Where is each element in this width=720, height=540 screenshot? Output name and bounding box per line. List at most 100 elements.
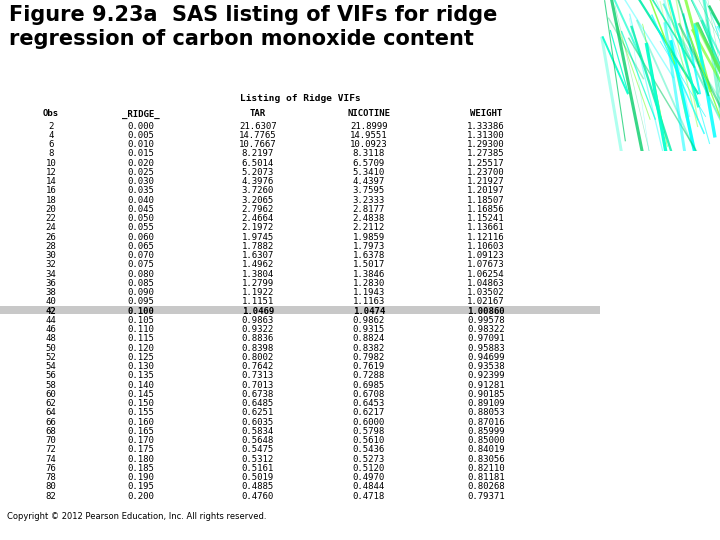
Text: 1.2830: 1.2830 [353,279,385,288]
Text: 80: 80 [45,482,56,491]
Text: 1.1163: 1.1163 [353,298,385,306]
Text: 1.09123: 1.09123 [467,251,505,260]
Text: 0.155: 0.155 [127,408,154,417]
Text: 1.13661: 1.13661 [467,224,505,232]
Text: 0.90185: 0.90185 [467,390,505,399]
Text: 0.9315: 0.9315 [353,325,385,334]
Text: Obs: Obs [43,110,59,118]
Text: 0.7013: 0.7013 [242,381,274,390]
Text: 0.010: 0.010 [127,140,154,149]
Text: 4: 4 [48,131,54,140]
Text: 78: 78 [45,473,56,482]
Text: 28: 28 [45,242,56,251]
Text: 52: 52 [45,353,56,362]
Text: 0.5312: 0.5312 [242,455,274,464]
Text: 0.100: 0.100 [127,307,154,316]
Text: 1.18507: 1.18507 [467,195,505,205]
Text: 2.4664: 2.4664 [242,214,274,223]
Text: 1.33386: 1.33386 [467,122,505,131]
Text: 0.9862: 0.9862 [353,316,385,325]
Text: 1.6307: 1.6307 [242,251,274,260]
Text: 0.195: 0.195 [127,482,154,491]
Text: 64: 64 [45,408,56,417]
Text: 0.82110: 0.82110 [467,464,505,473]
Text: 24: 24 [45,224,56,232]
Text: 0.6251: 0.6251 [242,408,274,417]
Text: 82: 82 [45,491,56,501]
Text: 1.3804: 1.3804 [242,269,274,279]
Text: 14.7765: 14.7765 [239,131,276,140]
Text: 0.6738: 0.6738 [242,390,274,399]
Text: 0.135: 0.135 [127,372,154,380]
Text: 1.2799: 1.2799 [242,279,274,288]
Text: 0.130: 0.130 [127,362,154,371]
Text: 1.03502: 1.03502 [467,288,505,297]
Text: 0.190: 0.190 [127,473,154,482]
Text: 0.88053: 0.88053 [467,408,505,417]
Text: 0.140: 0.140 [127,381,154,390]
Text: 0.020: 0.020 [127,159,154,168]
Text: 0.125: 0.125 [127,353,154,362]
Text: NICOTINE: NICOTINE [347,110,390,118]
Text: 66: 66 [45,417,56,427]
Text: 0.200: 0.200 [127,491,154,501]
Text: 44: 44 [45,316,56,325]
Text: 1.0474: 1.0474 [353,307,385,316]
Text: 0.075: 0.075 [127,260,154,269]
Text: 0.5273: 0.5273 [353,455,385,464]
Text: 12: 12 [45,168,56,177]
Text: 18: 18 [45,195,56,205]
Text: 10.0923: 10.0923 [350,140,387,149]
Text: 5.3410: 5.3410 [353,168,385,177]
Text: 48: 48 [45,334,56,343]
Text: 2.1972: 2.1972 [242,224,274,232]
Text: 0.5648: 0.5648 [242,436,274,445]
Text: 1.7882: 1.7882 [242,242,274,251]
Text: 20: 20 [45,205,56,214]
Text: 1.10603: 1.10603 [467,242,505,251]
Bar [0,306,600,314]
Text: 40: 40 [45,298,56,306]
Text: 50: 50 [45,343,56,353]
Text: 0.8382: 0.8382 [353,343,385,353]
Text: 8.2197: 8.2197 [242,150,274,158]
Text: 0.5798: 0.5798 [353,427,385,436]
Text: 0.4844: 0.4844 [353,482,385,491]
Text: 0.035: 0.035 [127,186,154,195]
Text: 1.9859: 1.9859 [353,233,385,242]
Text: 0.055: 0.055 [127,224,154,232]
Text: 0.000: 0.000 [127,122,154,131]
Text: 0.7288: 0.7288 [353,372,385,380]
Text: 0.040: 0.040 [127,195,154,205]
Text: 0.085: 0.085 [127,279,154,288]
Text: 0.170: 0.170 [127,436,154,445]
Text: 1.3846: 1.3846 [353,269,385,279]
Text: 0.050: 0.050 [127,214,154,223]
Text: 62: 62 [45,399,56,408]
Text: 1.5017: 1.5017 [353,260,385,269]
Text: 0.8824: 0.8824 [353,334,385,343]
Text: 0.5610: 0.5610 [353,436,385,445]
Text: _RIDGE_: _RIDGE_ [122,110,160,119]
Text: 0.80268: 0.80268 [467,482,505,491]
Text: 0.110: 0.110 [127,325,154,334]
Text: 6: 6 [48,140,54,149]
Text: 8: 8 [48,150,54,158]
Text: 0.95883: 0.95883 [467,343,505,353]
Text: 0.045: 0.045 [127,205,154,214]
Text: Listing of Ridge VIFs: Listing of Ridge VIFs [240,94,360,103]
Text: 1.20197: 1.20197 [467,186,505,195]
Text: Copyright © 2012 Pearson Education, Inc. All rights reserved.: Copyright © 2012 Pearson Education, Inc.… [7,512,266,521]
Text: 6.5709: 6.5709 [353,159,385,168]
Text: 0.6000: 0.6000 [353,417,385,427]
Text: 0.9322: 0.9322 [242,325,274,334]
Text: 1.29300: 1.29300 [467,140,505,149]
Text: 21.6307: 21.6307 [239,122,276,131]
Text: 2.2112: 2.2112 [353,224,385,232]
Text: 1.1151: 1.1151 [242,298,274,306]
Text: 0.7642: 0.7642 [242,362,274,371]
Text: 14: 14 [45,177,56,186]
Text: 26: 26 [45,233,56,242]
Text: 1.12116: 1.12116 [467,233,505,242]
Text: 0.4760: 0.4760 [242,491,274,501]
